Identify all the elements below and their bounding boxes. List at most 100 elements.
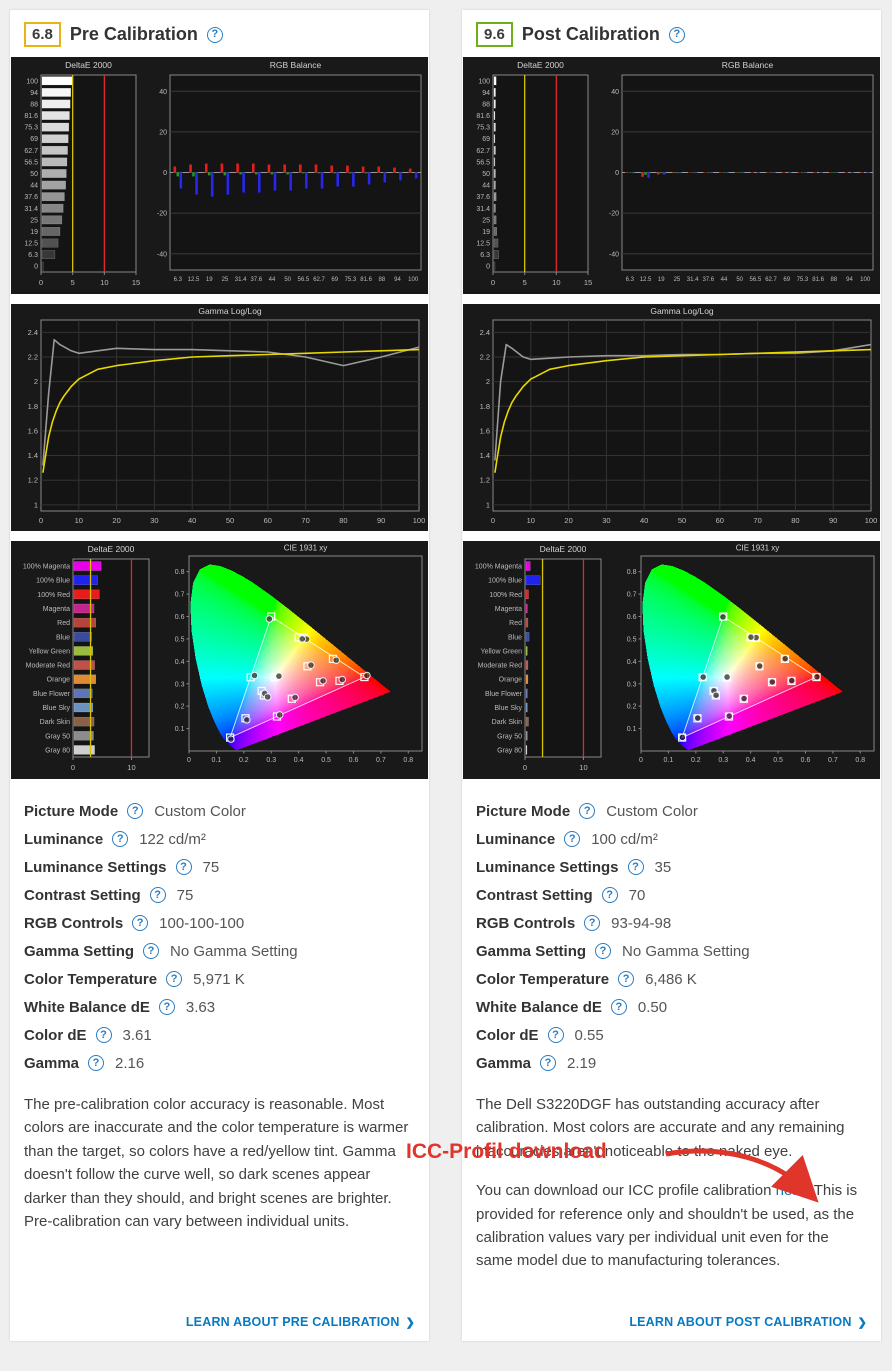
setting-row: Color Temperature? 5,971 K <box>24 965 415 993</box>
icc-profile-here-link[interactable]: here <box>775 1182 806 1200</box>
setting-row: White Balance dE? 0.50 <box>476 993 867 1021</box>
svg-text:19: 19 <box>482 229 490 236</box>
pre-gamma-log-log-chart: Gamma Log/Log 0 10 20 30 40 50 60 70 80 90 100 1 1.2 1… <box>28 306 426 525</box>
post-deltae-rgb-chart-block: DeltaE 2000 0 5 10 15 100 94 88 81.6 75.3 69 62.7 56… <box>463 57 880 294</box>
help-icon[interactable]: ? <box>158 999 175 1015</box>
help-icon[interactable]: ? <box>547 1027 564 1043</box>
help-icon[interactable]: ? <box>601 887 618 903</box>
setting-label: Color dE <box>476 1026 539 1044</box>
svg-text:62.7: 62.7 <box>24 148 38 155</box>
svg-text:20: 20 <box>611 129 619 136</box>
help-icon[interactable]: ? <box>132 915 149 931</box>
svg-text:Red: Red <box>57 620 70 627</box>
svg-text:Yellow Green: Yellow Green <box>29 648 70 655</box>
svg-text:Gray 80: Gray 80 <box>45 747 70 754</box>
help-icon[interactable]: ? <box>540 1055 557 1071</box>
svg-text:25: 25 <box>674 277 681 283</box>
svg-text:75.3: 75.3 <box>797 277 809 283</box>
help-icon[interactable]: ? <box>127 803 144 819</box>
svg-text:81.6: 81.6 <box>360 277 372 283</box>
setting-label: White Balance dE <box>24 998 150 1016</box>
svg-text:1.2: 1.2 <box>28 476 38 485</box>
setting-row: Color Temperature? 6,486 K <box>476 965 867 993</box>
help-icon[interactable]: ? <box>579 803 596 819</box>
svg-text:0: 0 <box>39 278 43 287</box>
svg-text:70: 70 <box>301 516 309 525</box>
svg-text:100% Magenta: 100% Magenta <box>475 564 522 571</box>
help-icon[interactable]: ? <box>584 915 601 931</box>
svg-text:Orange: Orange <box>47 677 70 684</box>
setting-label: Color Temperature <box>24 970 158 988</box>
setting-label: Color Temperature <box>476 970 610 988</box>
help-icon[interactable]: ? <box>112 831 129 847</box>
help-icon[interactable]: ? <box>627 859 644 875</box>
help-icon[interactable]: ? <box>618 971 635 987</box>
svg-text:90: 90 <box>377 516 385 525</box>
setting-value: 93-94-98 <box>611 914 672 932</box>
post-gamma-log-log-chart: Gamma Log/Log 0 10 20 30 40 50 60 70 80 90 100 1 1.2 1… <box>480 306 878 525</box>
svg-text:DeltaE 2000: DeltaE 2000 <box>517 60 564 70</box>
svg-text:Blue: Blue <box>508 634 522 641</box>
help-icon[interactable]: ? <box>175 859 192 875</box>
svg-text:50: 50 <box>482 171 490 178</box>
svg-text:25: 25 <box>222 277 229 283</box>
svg-text:70: 70 <box>753 516 761 525</box>
svg-text:100: 100 <box>26 78 38 85</box>
svg-text:12.5: 12.5 <box>476 241 490 248</box>
svg-text:Dark Skin: Dark Skin <box>492 719 522 726</box>
pre-deltae-rgb-chart-block: DeltaE 2000 0 5 10 15 100 94 88 81.6 75.3 69 62.7 56… <box>11 57 428 294</box>
setting-label: Picture Mode <box>24 802 119 820</box>
setting-row: RGB Controls? 93-94-98 <box>476 909 867 937</box>
svg-text:0: 0 <box>34 264 38 271</box>
setting-label: Gamma <box>476 1054 532 1072</box>
svg-text:6.3: 6.3 <box>174 277 183 283</box>
setting-row: Gamma Setting? No Gamma Setting <box>476 937 867 965</box>
setting-row: Gamma? 2.19 <box>476 1049 867 1077</box>
learn-about-pre-calibration-link[interactable]: LEARN ABOUT PRE CALIBRATION ❯ <box>186 1315 415 1329</box>
description-paragraph: You can download our ICC profile calibra… <box>476 1182 858 1270</box>
svg-text:100% Red: 100% Red <box>489 592 522 599</box>
help-icon[interactable]: ? <box>564 831 581 847</box>
svg-text:10: 10 <box>75 516 83 525</box>
svg-text:19: 19 <box>658 277 665 283</box>
help-icon[interactable]: ? <box>143 943 160 959</box>
setting-row: Picture Mode? Custom Color <box>476 797 867 825</box>
svg-text:1.6: 1.6 <box>480 426 490 435</box>
help-icon[interactable]: ? <box>206 26 223 43</box>
help-icon[interactable]: ? <box>595 943 612 959</box>
svg-text:1.8: 1.8 <box>480 402 490 411</box>
svg-text:19: 19 <box>30 229 38 236</box>
setting-row: RGB Controls? 100-100-100 <box>24 909 415 937</box>
setting-label: RGB Controls <box>24 914 124 932</box>
post-card-header: 9.6 Post Calibration ? <box>462 10 881 57</box>
svg-text:Magenta: Magenta <box>43 606 70 613</box>
svg-text:50: 50 <box>226 516 234 525</box>
setting-value: No Gamma Setting <box>170 942 298 960</box>
svg-text:1.8: 1.8 <box>28 402 38 411</box>
svg-text:62.7: 62.7 <box>476 148 490 155</box>
svg-text:50: 50 <box>736 277 743 283</box>
svg-text:100% Blue: 100% Blue <box>36 578 70 585</box>
svg-text:60: 60 <box>716 516 724 525</box>
svg-text:1: 1 <box>34 500 38 509</box>
svg-text:56.5: 56.5 <box>24 159 38 166</box>
help-icon[interactable]: ? <box>88 1055 105 1071</box>
setting-label: Luminance Settings <box>476 858 619 876</box>
help-icon[interactable]: ? <box>166 971 183 987</box>
svg-text:0: 0 <box>39 516 43 525</box>
help-icon[interactable]: ? <box>149 887 166 903</box>
learn-about-post-calibration-link[interactable]: LEARN ABOUT POST CALIBRATION ❯ <box>629 1315 867 1329</box>
help-icon[interactable]: ? <box>668 26 685 43</box>
svg-text:56.5: 56.5 <box>750 277 762 283</box>
svg-text:20: 20 <box>112 516 120 525</box>
svg-text:DeltaE 2000: DeltaE 2000 <box>65 60 112 70</box>
setting-label: Contrast Setting <box>476 886 593 904</box>
help-icon[interactable]: ? <box>95 1027 112 1043</box>
help-icon[interactable]: ? <box>610 999 627 1015</box>
post-deltae-2000-grayscale-chart: DeltaE 2000 0 5 10 15 100 94 88 81.6 75.3 69 62.7 56… <box>476 60 592 287</box>
svg-text:6.3: 6.3 <box>480 252 490 259</box>
svg-text:94: 94 <box>30 90 38 97</box>
setting-label: Luminance <box>24 830 104 848</box>
pre-calibration-settings-list: Picture Mode? Custom Color Luminance? 122 c… <box>24 797 415 1077</box>
svg-text:20: 20 <box>159 129 167 136</box>
